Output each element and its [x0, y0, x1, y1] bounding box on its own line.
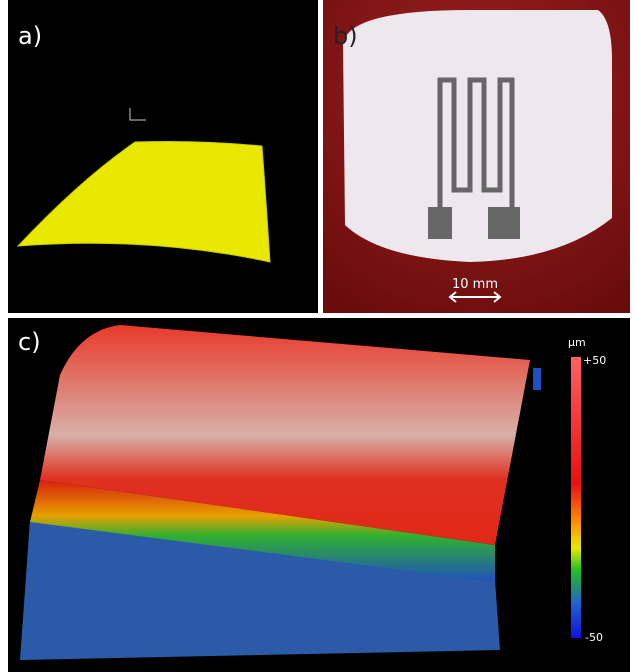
panel-label: b): [333, 22, 358, 50]
scale-label: 10 mm: [452, 277, 498, 292]
panel-label: c): [18, 328, 41, 356]
panel-label: a): [18, 22, 42, 50]
colorbar-min: -50: [585, 631, 603, 644]
colorbar-max: +50: [583, 354, 606, 367]
panel-c: µm +50 -50 c): [8, 318, 630, 672]
colorbar-unit: µm: [568, 336, 586, 349]
pad: [428, 207, 452, 239]
sensor-block: [343, 10, 612, 262]
pad: [488, 207, 520, 239]
panel-b: 10 mm b): [323, 0, 630, 313]
colorbar: [571, 357, 581, 638]
edge-fragment: [533, 368, 541, 390]
figure: a) 10 mm b) µm +50 -50 c): [0, 0, 637, 672]
panel-a: a): [8, 0, 318, 313]
